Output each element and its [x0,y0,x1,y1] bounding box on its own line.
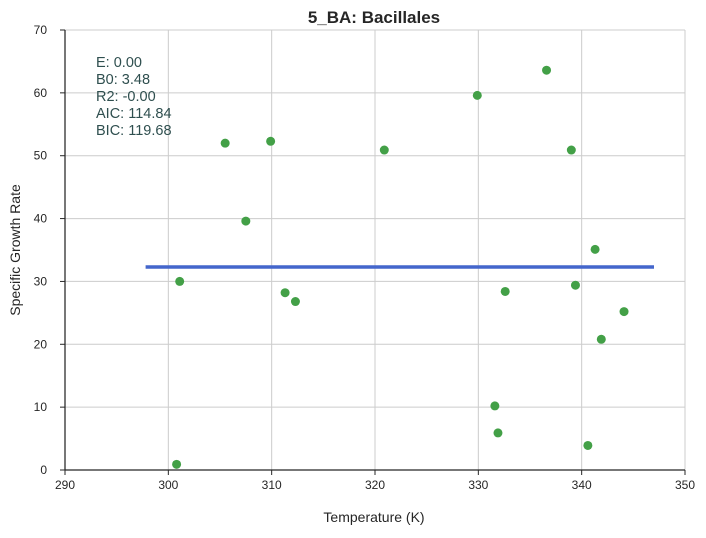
data-point [472,90,482,100]
data-point [379,145,389,155]
data-point [493,428,503,438]
x-tick-label: 320 [365,478,385,492]
y-tick-label: 40 [34,212,48,226]
x-axis-label: Temperature (K) [323,509,424,525]
annotation-r2: R2: -0.00 [96,89,156,105]
y-tick-label: 30 [34,274,48,288]
data-point [570,280,580,290]
y-axis-label: Specific Growth Rate [7,184,23,316]
x-tick-label: 330 [468,478,488,492]
data-point [220,138,230,148]
axis-ticks: 290 300 310 320 330 340 350 0 10 20 30 40 50 60 70 [34,23,696,492]
annotation-e: E: 0.00 [96,55,142,71]
x-tick-label: 300 [158,478,178,492]
y-tick-label: 70 [34,23,48,37]
y-tick-label: 20 [34,337,48,351]
data-point [619,307,629,317]
annotation-aic: AIC: 114.84 [96,106,172,122]
x-tick-label: 310 [262,478,282,492]
annotation-b0: B0: 3.48 [96,72,150,88]
data-point [175,276,185,286]
data-point [596,334,606,344]
y-tick-label: 60 [34,86,48,100]
data-point [583,440,593,450]
data-point [490,401,500,411]
x-tick-label: 350 [675,478,695,492]
data-point [266,136,276,146]
annotation-bic: BIC: 119.68 [96,123,172,139]
data-point [500,286,510,296]
data-point [566,145,576,155]
data-point [542,65,552,75]
y-tick-label: 50 [34,149,48,163]
x-tick-label: 340 [572,478,592,492]
x-tick-label: 290 [55,478,75,492]
y-tick-label: 10 [34,400,48,414]
data-point [290,297,300,307]
data-point [590,244,600,254]
data-point [241,216,251,226]
chart-title: 5_BA: Bacillales [308,8,440,27]
fit-statistics: E: 0.00 B0: 3.48 R2: -0.00 AIC: 114.84 B… [96,55,172,139]
data-point [172,459,182,469]
data-series [145,65,654,469]
data-point [280,288,290,298]
y-tick-label: 0 [40,463,47,477]
